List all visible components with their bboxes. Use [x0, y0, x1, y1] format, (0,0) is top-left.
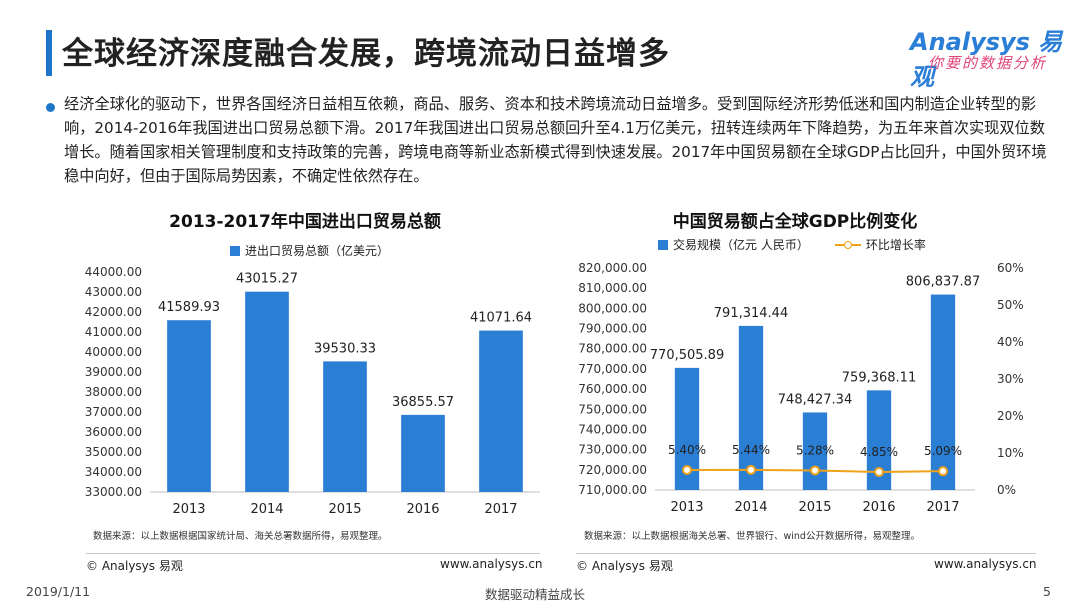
y-tick-label: 44000.00	[85, 265, 142, 279]
growth-rate-label: 4.85%	[860, 445, 898, 459]
y-tick-label: 40000.00	[85, 345, 142, 359]
url-left[interactable]: www.analysys.cn	[440, 557, 543, 571]
page-title: 全球经济深度融合发展，跨境流动日益增多	[62, 36, 670, 72]
growth-rate-point	[746, 464, 756, 475]
bar-data-label: 770,505.89	[650, 348, 724, 363]
logo-text: Analysys 易观	[910, 28, 1063, 91]
bar	[479, 330, 523, 492]
y-tick-label: 820,000.00	[578, 261, 647, 275]
legend-line-swatch	[834, 240, 861, 250]
bar-data-label: 41589.93	[158, 300, 220, 315]
analysys-logo: Analysys 易观 你要的数据分析	[906, 18, 1066, 91]
growth-rate-point	[682, 465, 692, 476]
chart2-legend-label-bars: 交易规模（亿元 人民币）	[673, 238, 809, 252]
bar-data-label: 41071.64	[470, 311, 532, 326]
bar	[802, 412, 828, 490]
chart2-plot: 710,000.00 720,000.00 730,000.00 740,000.00…	[578, 261, 1024, 515]
legend-swatch	[230, 245, 240, 256]
y-tick-label: 34000.00	[85, 465, 142, 479]
y-tick-label: 790,000.00	[578, 322, 647, 336]
growth-rate-point	[874, 467, 884, 478]
y-tick-label: 740,000.00	[578, 422, 647, 436]
bar	[930, 294, 956, 490]
y-tick-label: 33000.00	[85, 485, 142, 499]
y-tick-label: 710,000.00	[578, 483, 647, 497]
chart2-title: 中国贸易额占全球GDP比例变化	[672, 212, 918, 232]
chart1-source: 数据来源：以上数据根据国家统计局、海关总署数据所得，易观整理。	[93, 531, 388, 542]
y-tick-label: 42000.00	[85, 305, 142, 319]
logo-slogan: 你要的数据分析	[928, 54, 1048, 72]
chart1-legend: 进出口贸易总额（亿美元）	[230, 242, 389, 259]
bar-data-label: 791,314.44	[714, 306, 788, 321]
bar-data-label: 806,837.87	[906, 275, 980, 290]
y2-tick-label: 40%	[997, 335, 1024, 349]
chart2-source: 数据来源：以上数据根据海关总署、世界银行、wind公开数据所得，易观整理。	[584, 531, 920, 542]
legend-swatch	[658, 239, 668, 250]
copyright-right: © Analysys 易观	[576, 559, 673, 573]
x-tick-label: 2017	[926, 500, 959, 515]
growth-rate-point	[938, 466, 948, 477]
y-tick-label: 38000.00	[85, 385, 142, 399]
x-tick-label: 2015	[798, 500, 831, 515]
page-number: 5	[1043, 584, 1051, 599]
x-tick-label: 2017	[484, 502, 517, 517]
footer-divider-left	[86, 553, 540, 554]
bar	[167, 320, 211, 492]
y-tick-label: 43000.00	[85, 285, 142, 299]
chart2-legend: 交易规模（亿元 人民币） 环比增长率	[658, 236, 926, 253]
y-tick-label: 36000.00	[85, 425, 142, 439]
growth-rate-label: 5.09%	[924, 444, 962, 458]
url-right[interactable]: www.analysys.cn	[934, 557, 1037, 571]
y-tick-label: 780,000.00	[578, 342, 647, 356]
y-tick-label: 720,000.00	[578, 463, 647, 477]
growth-rate-label: 5.40%	[668, 443, 706, 457]
bar	[401, 414, 445, 492]
chart1-title: 2013-2017年中国进出口贸易总额	[169, 212, 441, 232]
summary-paragraph: 经济全球化的驱动下，世界各国经济日益相互依赖，商品、服务、资本和技术跨境流动日益…	[64, 95, 1047, 185]
y-tick-label: 750,000.00	[578, 402, 647, 416]
bar-data-label: 36855.57	[392, 395, 454, 410]
y-tick-label: 800,000.00	[578, 301, 647, 315]
y-tick-label: 730,000.00	[578, 443, 647, 457]
x-tick-label: 2014	[734, 500, 767, 515]
y2-tick-label: 20%	[997, 409, 1024, 423]
y-tick-label: 37000.00	[85, 405, 142, 419]
bar-data-label: 759,368.11	[842, 370, 916, 385]
bar-data-label: 43015.27	[236, 272, 298, 287]
y2-tick-label: 30%	[997, 372, 1024, 386]
x-tick-label: 2015	[328, 502, 361, 517]
y-tick-label: 41000.00	[85, 325, 142, 339]
copyright-left: © Analysys 易观	[86, 559, 183, 573]
y2-tick-label: 60%	[997, 261, 1024, 275]
y2-tick-label: 0%	[997, 483, 1016, 497]
x-tick-label: 2013	[172, 502, 205, 517]
bullet-dot	[46, 103, 55, 112]
x-tick-label: 2016	[862, 500, 895, 515]
growth-rate-point	[810, 465, 820, 476]
slide-date: 2019/1/11	[26, 584, 91, 599]
x-tick-label: 2016	[406, 502, 439, 517]
title-accent-bar	[46, 30, 52, 76]
chart1-plot: 33000.00 34000.00 35000.00 36000.00 37000.00…	[85, 265, 540, 517]
bar-data-label: 748,427.34	[778, 392, 852, 407]
x-tick-label: 2014	[250, 502, 283, 517]
footer-divider-right	[576, 553, 1036, 554]
slide-tagline: 数据驱动精益成长	[485, 587, 586, 602]
y2-tick-label: 10%	[997, 446, 1024, 460]
bar	[738, 325, 764, 490]
y-tick-label: 770,000.00	[578, 362, 647, 376]
growth-rate-label: 5.28%	[796, 443, 834, 457]
chart2-legend-label-line: 环比增长率	[865, 238, 926, 252]
y-tick-label: 35000.00	[85, 445, 142, 459]
y2-tick-label: 50%	[997, 298, 1024, 312]
y-tick-label: 810,000.00	[578, 281, 647, 295]
bar	[245, 291, 289, 492]
chart1-legend-label: 进出口贸易总额（亿美元）	[245, 244, 390, 258]
y-tick-label: 39000.00	[85, 365, 142, 379]
y-tick-label: 760,000.00	[578, 382, 647, 396]
bar	[323, 361, 367, 492]
x-tick-label: 2013	[670, 500, 703, 515]
growth-rate-label: 5.44%	[732, 443, 770, 457]
bar-data-label: 39530.33	[314, 341, 376, 356]
